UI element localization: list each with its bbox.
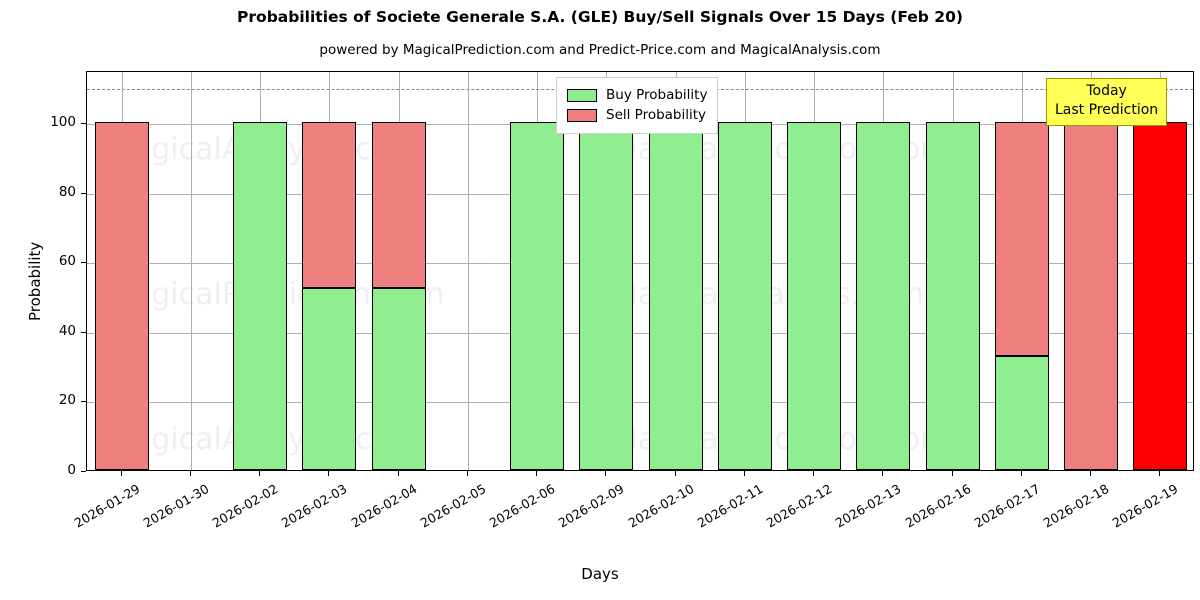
legend-swatch-sell	[567, 108, 597, 122]
legend-swatch-buy	[567, 88, 597, 102]
y-tick-label: 40	[58, 322, 76, 339]
y-tick-mark	[81, 401, 86, 403]
y-tick-label: 80	[58, 183, 76, 200]
chart-title: Probabilities of Societe Generale S.A. (…	[237, 8, 963, 26]
bar-segment-buy[interactable]	[233, 122, 288, 470]
today-annotation-line2: Last Prediction	[1055, 102, 1159, 118]
bar-group[interactable]	[579, 72, 634, 470]
bar-segment-buy[interactable]	[787, 122, 842, 470]
x-tick-mark	[1159, 471, 1161, 476]
y-tick-label: 100	[50, 114, 76, 131]
x-tick-mark	[189, 471, 191, 476]
gridline-horizontal	[87, 332, 1193, 334]
y-tick-label: 0	[67, 462, 76, 478]
legend-item-sell: Sell Probability	[567, 105, 707, 125]
x-axis-label: Days	[581, 565, 619, 583]
bar-group[interactable]	[94, 72, 149, 470]
bar-segment-sell[interactable]	[1064, 122, 1119, 470]
x-tick-mark	[466, 471, 468, 476]
gridline-horizontal	[87, 402, 1193, 404]
y-tick-mark	[81, 471, 86, 472]
y-tick-mark	[81, 262, 86, 264]
bar-segment-buy[interactable]	[717, 122, 772, 470]
x-tick-mark	[328, 471, 330, 476]
chart-legend: Buy Probability Sell Probability	[556, 77, 719, 134]
x-tick-mark	[882, 471, 884, 476]
bar-group[interactable]	[1064, 72, 1119, 470]
x-tick-mark	[259, 471, 261, 476]
bar-group[interactable]	[233, 72, 288, 470]
y-tick-mark	[81, 123, 86, 125]
x-tick-mark	[813, 471, 815, 476]
y-tick-mark	[81, 192, 86, 194]
bar-segment-sell[interactable]	[1133, 122, 1188, 470]
bar-segment-buy[interactable]	[302, 287, 357, 470]
bar-group[interactable]	[510, 72, 565, 470]
bar-segment-sell[interactable]	[371, 122, 426, 288]
bar-segment-buy[interactable]	[648, 122, 703, 470]
legend-label-buy: Buy Probability	[606, 87, 708, 103]
gridline-horizontal	[87, 193, 1193, 195]
bar-segment-buy[interactable]	[371, 287, 426, 470]
legend-item-buy: Buy Probability	[567, 85, 707, 105]
x-tick-mark	[1090, 471, 1092, 476]
gridline-vertical	[467, 72, 469, 470]
bar-group[interactable]	[1133, 72, 1188, 470]
x-tick-mark	[1020, 471, 1022, 476]
today-annotation: Today Last Prediction	[1046, 78, 1168, 126]
gridline-horizontal	[87, 263, 1193, 265]
bar-segment-buy[interactable]	[856, 122, 911, 470]
bar-group[interactable]	[371, 72, 426, 470]
legend-label-sell: Sell Probability	[606, 107, 707, 123]
x-tick-mark	[674, 471, 676, 476]
bar-segment-sell[interactable]	[302, 122, 357, 288]
x-tick-mark	[120, 471, 122, 476]
y-tick-label: 20	[58, 392, 76, 409]
x-tick-mark	[605, 471, 607, 476]
bar-segment-buy[interactable]	[925, 122, 980, 470]
bar-group[interactable]	[787, 72, 842, 470]
bar-group[interactable]	[717, 72, 772, 470]
y-tick-label: 60	[58, 253, 76, 270]
bar-group[interactable]	[994, 72, 1049, 470]
bar-segment-sell[interactable]	[994, 122, 1049, 357]
chart-subtitle: powered by MagicalPrediction.com and Pre…	[319, 42, 881, 58]
bar-segment-buy[interactable]	[994, 356, 1049, 470]
bar-group[interactable]	[648, 72, 703, 470]
bar-group[interactable]	[925, 72, 980, 470]
gridline-vertical	[190, 72, 192, 470]
x-tick-mark	[397, 471, 399, 476]
y-axis-label: Probability	[26, 241, 44, 321]
bar-group[interactable]	[856, 72, 911, 470]
today-annotation-line1: Today	[1086, 83, 1127, 99]
bar-segment-buy[interactable]	[510, 122, 565, 470]
bar-segment-buy[interactable]	[579, 122, 634, 470]
x-tick-mark	[951, 471, 953, 476]
y-tick-mark	[81, 331, 86, 333]
x-tick-mark	[536, 471, 538, 476]
x-tick-mark	[743, 471, 745, 476]
bar-group[interactable]	[302, 72, 357, 470]
bar-segment-sell[interactable]	[94, 122, 149, 470]
